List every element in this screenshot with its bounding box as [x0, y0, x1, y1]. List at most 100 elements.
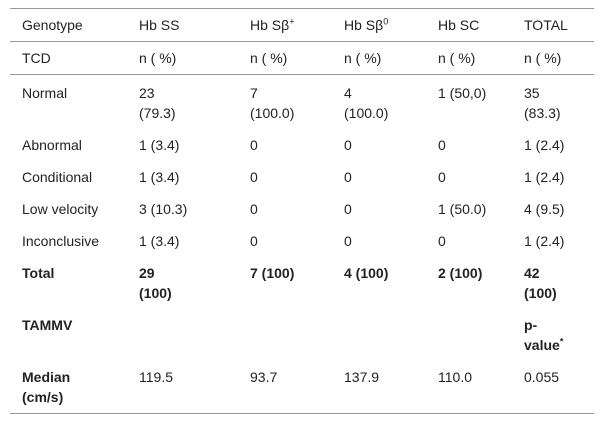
cell-text: n ( %) [139, 50, 177, 66]
cell-text: 1 (2.4) [524, 137, 565, 153]
table-cell: Normal [10, 75, 127, 128]
header-cell: n ( %) [332, 41, 426, 75]
header-cell: n ( %) [238, 41, 332, 75]
table-cell: 1 (50.0) [426, 191, 512, 223]
table-cell: Inconclusive [10, 223, 127, 255]
table-cell: 0 [426, 127, 512, 159]
superscript: 0 [383, 16, 389, 27]
cell-text: Abnormal [22, 137, 82, 153]
table-cell: 23 (79.3) [127, 75, 238, 128]
cell-text: Conditional [22, 169, 93, 185]
body-row: Abnormal 1 (3.4) 0 0 0 1 (2.4) [10, 127, 594, 159]
table-cell: 1 (3.4) [127, 223, 238, 255]
cell-text: 1 (3.4) [139, 233, 180, 249]
table-cell: TAMMV [10, 307, 127, 359]
table-cell: 0 [238, 127, 332, 159]
cell-text: 1 (3.4) [139, 169, 180, 185]
table-cell: 0 [332, 127, 426, 159]
table-cell [426, 307, 512, 359]
table-body: Normal 23 (79.3) 7 (100.0) 4 (100.0) 1 (50,0… [10, 75, 594, 414]
cell-text: 35 (83.3) [524, 85, 561, 121]
header-cell: Hb Sβ0 [332, 8, 426, 42]
table-cell: 119.5 [127, 359, 238, 414]
cell-text: 1 (50.0) [438, 201, 487, 217]
cell-text: 0 [438, 233, 446, 249]
cell-text: 0.055 [524, 369, 560, 385]
cell-text: 42 (100) [524, 265, 557, 301]
table-cell [332, 307, 426, 359]
body-row: TAMMV p-value* [10, 307, 594, 359]
cell-text: 0 [344, 137, 352, 153]
cell-text: Hb Sβ0 [344, 15, 394, 35]
cell-text: 7 (100.0) [250, 85, 295, 121]
body-row: Total 29 (100) 7 (100) 4 (100) 2 (100) 42 (10… [10, 255, 594, 307]
cell-text: Genotype [22, 17, 83, 33]
table-cell: 1 (2.4) [512, 223, 594, 255]
cell-text: n ( %) [250, 50, 288, 66]
table-cell: 0 [332, 223, 426, 255]
body-row: Low velocity 3 (10.3) 0 0 1 (50.0) 4 (9.5) [10, 191, 594, 223]
table-cell [238, 307, 332, 359]
cell-main: Hb Sβ [344, 17, 384, 33]
table-cell: 3 (10.3) [127, 191, 238, 223]
cell-text: Hb SS [139, 17, 180, 33]
table-cell: 1 (50,0) [426, 75, 512, 128]
table-cell: Abnormal [10, 127, 127, 159]
cell-text: TCD [22, 50, 51, 66]
cell-text: 23 (79.3) [139, 85, 176, 121]
cell-text: 4 (100.0) [344, 85, 389, 121]
cell-text: 0 [250, 137, 258, 153]
cell-text: 0 [250, 201, 258, 217]
cell-text: n ( %) [344, 50, 382, 66]
table-cell: p-value* [512, 307, 594, 359]
table-cell: 0 [332, 191, 426, 223]
header-row: Genotype Hb SS Hb Sβ+ Hb Sβ0 Hb SC TOTAL [10, 8, 594, 42]
cell-text: 0 [344, 233, 352, 249]
cell-main: p-value [524, 317, 560, 353]
superscript: + [289, 16, 295, 27]
header-cell: Hb SS [127, 8, 238, 42]
cell-text: 1 (50,0) [438, 85, 487, 101]
cell-text: Hb Sβ+ [250, 15, 300, 35]
cell-text: 0 [438, 169, 446, 185]
cell-text: 110.0 [438, 369, 472, 385]
table-cell: 137.9 [332, 359, 426, 414]
cell-text: 119.5 [139, 369, 173, 385]
table-cell: Low velocity [10, 191, 127, 223]
superscript: * [559, 336, 564, 347]
cell-text: 0 [250, 233, 258, 249]
body-row: Conditional 1 (3.4) 0 0 0 1 (2.4) [10, 159, 594, 191]
cell-text: 93.7 [250, 369, 278, 385]
cell-text: 0 [344, 201, 352, 217]
cell-text: 4 (100) [344, 265, 389, 281]
cell-text: 1 (3.4) [139, 137, 180, 153]
table-cell: 110.0 [426, 359, 512, 414]
table-cell: 4 (100.0) [332, 75, 426, 128]
table-cell [127, 307, 238, 359]
table-cell: 1 (3.4) [127, 127, 238, 159]
table-cell: 0 [332, 159, 426, 191]
data-table: Genotype Hb SS Hb Sβ+ Hb Sβ0 Hb SC TOTAL TCD n … [10, 8, 594, 414]
table-cell: 0.055 [512, 359, 594, 414]
cell-text: Low velocity [22, 201, 99, 217]
cell-text: 4 (9.5) [524, 201, 565, 217]
cell-text: Total [22, 265, 55, 281]
cell-text: 7 (100) [250, 265, 295, 281]
table-cell: 4 (9.5) [512, 191, 594, 223]
header-cell: n ( %) [426, 41, 512, 75]
table-cell: 93.7 [238, 359, 332, 414]
table-cell: 29 (100) [127, 255, 238, 307]
cell-text: 137.9 [344, 369, 380, 385]
cell-text: 29 (100) [139, 265, 172, 301]
table-cell: 35 (83.3) [512, 75, 594, 128]
body-row: Inconclusive 1 (3.4) 0 0 0 1 (2.4) [10, 223, 594, 255]
table-cell: 0 [238, 191, 332, 223]
table-cell: 0 [238, 159, 332, 191]
cell-text: TOTAL [524, 17, 568, 33]
body-row: Normal 23 (79.3) 7 (100.0) 4 (100.0) 1 (50,0… [10, 75, 594, 128]
cell-text: 0 [250, 169, 258, 185]
table-cell: 0 [238, 223, 332, 255]
header-cell: n ( %) [512, 41, 594, 75]
table-cell: 42 (100) [512, 255, 594, 307]
